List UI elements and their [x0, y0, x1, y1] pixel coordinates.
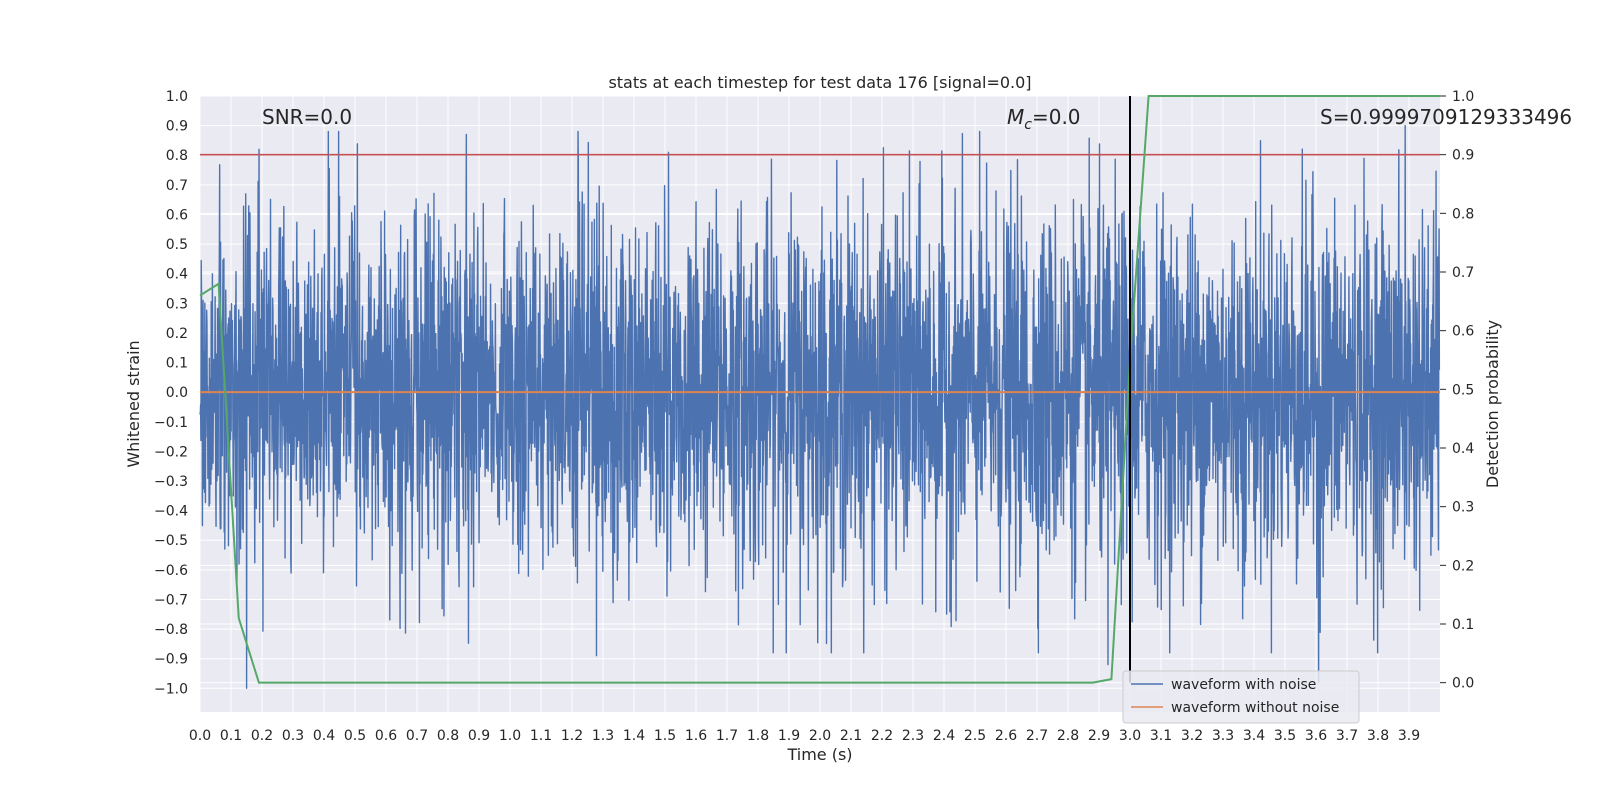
legend-box [1122, 670, 1360, 724]
x-tick-label: 3.7 [1336, 728, 1358, 744]
right-tick-label: 0.7 [1452, 265, 1474, 281]
x-tick-label: 1.0 [499, 728, 521, 744]
x-tick-label: 0.7 [406, 728, 428, 744]
y-tick-label: 0.5 [166, 237, 188, 253]
x-tick-label: 3.8 [1367, 728, 1389, 744]
series-waveform-with-noise [199, 124, 1441, 690]
y-tick-label: −0.1 [154, 415, 188, 431]
x-tick-label: 2.9 [1088, 728, 1110, 744]
x-tick-label: 2.3 [902, 728, 924, 744]
mc-symbol: M [1007, 105, 1024, 129]
x-tick-label: 0.3 [282, 728, 304, 744]
noise-line [199, 124, 1441, 690]
legend: waveform with noise waveform without noi… [1122, 670, 1360, 724]
x-tick-label: 2.0 [809, 728, 831, 744]
x-tick-label: 2.5 [964, 728, 986, 744]
y-tick-label: 0.6 [166, 207, 188, 223]
x-tick-label: 3.0 [1119, 728, 1141, 744]
mc-annotation: Mc=0.0 [1007, 105, 1081, 133]
x-tick-label: 3.2 [1181, 728, 1203, 744]
y-tick-label: −0.2 [154, 444, 188, 460]
y-tick-label: −0.5 [154, 533, 188, 549]
chart-title: stats at each timestep for test data 176… [608, 73, 1031, 92]
right-tick-label: 0.5 [1452, 382, 1474, 398]
x-tick-label: 2.2 [871, 728, 893, 744]
x-tick-label: 2.6 [995, 728, 1017, 744]
x-tick-label: 1.4 [623, 728, 645, 744]
x-tick-label: 3.9 [1398, 728, 1420, 744]
right-tick-label: 0.3 [1452, 500, 1474, 516]
mc-subscript: c [1024, 117, 1032, 133]
y-tick-label: −0.6 [154, 563, 188, 579]
x-tick-label: 0.4 [313, 728, 335, 744]
y-axis-right-label: Detection probability [1483, 320, 1502, 488]
x-tick-label: 3.5 [1274, 728, 1296, 744]
right-tick-label: 0.2 [1452, 558, 1474, 574]
y-tick-label: 0.0 [166, 385, 188, 401]
series-detection-probability [199, 95, 1440, 684]
right-tick-label: 0.9 [1452, 148, 1474, 164]
x-tick-label: 2.8 [1057, 728, 1079, 744]
x-tick-label: 0.1 [220, 728, 242, 744]
right-tick-label: 1.0 [1452, 89, 1474, 105]
x-tick-label: 2.1 [840, 728, 862, 744]
y-tick-label: 0.1 [166, 356, 188, 372]
right-axis-ticks: 1.0 0.9 0.8 0.7 0.6 0.5 0.4 0.3 0.2 0.1 0.0 [1440, 89, 1474, 692]
y-tick-label: −0.3 [154, 474, 188, 490]
right-tick-label: 0.1 [1452, 617, 1474, 633]
x-axis-ticks: 0.0 0.1 0.2 0.3 0.4 0.5 0.6 0.7 0.8 0.9 1.0 1.1 1.2 1… [189, 728, 1420, 744]
x-tick-label: 1.7 [716, 728, 738, 744]
y-tick-label: 0.9 [166, 119, 188, 135]
y-axis-label: Whitened strain [124, 340, 143, 467]
s-annotation: S=0.9999709129333496 [1320, 105, 1572, 129]
x-tick-label: 1.9 [778, 728, 800, 744]
y-tick-label: −0.8 [154, 622, 188, 638]
right-tick-label: 0.6 [1452, 324, 1474, 340]
probability-line [199, 95, 1440, 684]
x-axis-label: Time (s) [786, 745, 852, 764]
y-tick-label: −0.7 [154, 592, 188, 608]
y-tick-label: 1.0 [166, 89, 188, 105]
right-tick-label: 0.4 [1452, 441, 1474, 457]
x-tick-label: 1.1 [530, 728, 552, 744]
x-tick-label: 1.3 [592, 728, 614, 744]
x-tick-label: 0.2 [251, 728, 273, 744]
x-tick-label: 0.6 [375, 728, 397, 744]
y-tick-label: 0.7 [166, 178, 188, 194]
y-tick-label: −1.0 [154, 681, 188, 697]
right-tick-label: 0.0 [1452, 676, 1474, 692]
x-tick-label: 0.5 [344, 728, 366, 744]
x-tick-label: 3.3 [1212, 728, 1234, 744]
x-tick-label: 1.6 [685, 728, 707, 744]
y-tick-label: −0.4 [154, 504, 188, 520]
y-axis-ticks: 1.0 0.9 0.8 0.7 0.6 0.5 0.4 0.3 0.2 0.1 0.0 −0.1 −0.… [154, 89, 188, 697]
x-tick-label: 3.6 [1305, 728, 1327, 744]
x-tick-label: 3.1 [1150, 728, 1172, 744]
right-tick-label: 0.8 [1452, 206, 1474, 222]
x-tick-label: 1.8 [747, 728, 769, 744]
x-tick-label: 0.8 [437, 728, 459, 744]
x-tick-label: 0.9 [468, 728, 490, 744]
legend-label-noise: waveform with noise [1171, 677, 1316, 693]
legend-label-clean: waveform without noise [1171, 700, 1339, 716]
x-tick-label: 2.4 [933, 728, 955, 744]
y-tick-label: 0.2 [166, 326, 188, 342]
mc-value: =0.0 [1032, 105, 1081, 129]
y-tick-label: −0.9 [154, 652, 188, 668]
x-tick-label: 1.5 [654, 728, 676, 744]
y-tick-label: 0.4 [166, 267, 188, 283]
snr-annotation: SNR=0.0 [262, 105, 352, 129]
x-tick-label: 3.4 [1243, 728, 1265, 744]
y-tick-label: 0.3 [166, 296, 188, 312]
x-tick-label: 2.7 [1026, 728, 1048, 744]
x-tick-label: 1.2 [561, 728, 583, 744]
x-tick-label: 0.0 [189, 728, 211, 744]
y-tick-label: 0.8 [166, 148, 188, 164]
